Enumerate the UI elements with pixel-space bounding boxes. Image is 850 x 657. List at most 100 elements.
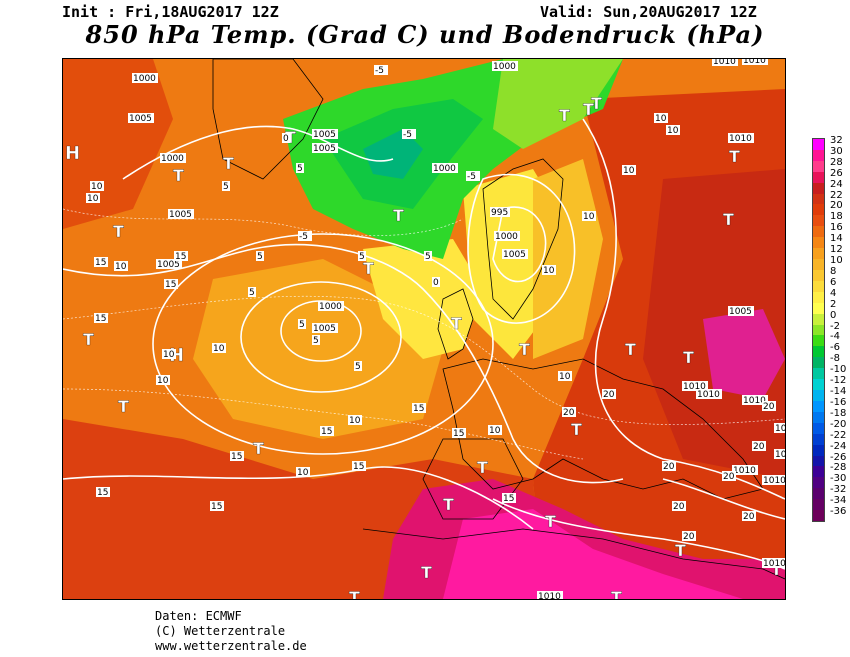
isobar-label: 1000 [493,62,516,72]
isotherm-label: 10 [623,166,635,176]
legend-swatch [813,171,824,184]
isotherm-label-bg [672,501,686,511]
isobar-label-bg [312,129,338,139]
legend-label: -26 [830,451,847,463]
isotherm-label: 15 [503,494,514,504]
isotherm-label-bg [164,279,178,289]
isotherm-label: 10 [349,416,361,426]
isotherm-label-bg [582,211,596,221]
legend-swatch [813,390,824,402]
isotherm-label-bg [752,441,766,451]
legend-swatch [813,193,824,205]
legend-label: 24 [830,178,843,190]
isotherm-label-bg [562,407,576,417]
low-marker: T [349,588,360,599]
isotherm-label-bg [354,361,362,371]
legend-swatch [813,248,824,260]
isotherm-label-bg [114,261,128,271]
isobar-label: 1010 [763,559,785,569]
isobar-north-1005 [122,125,394,180]
isobar-label-bg [762,475,785,485]
isotherm-label: 20 [683,532,695,542]
isobar-label: 1010 [733,466,756,476]
isotherm-label-bg [762,401,776,411]
isobar-label-bg [774,423,785,433]
low-marker: T [683,348,694,367]
isotherm-label-bg [296,163,304,173]
isotherm-label: 15 [353,462,364,472]
isobar-label: 1010 [763,476,785,486]
low-marker: T [223,154,234,173]
isotherm-label-bg [432,277,440,287]
isobar-label-bg [742,59,768,65]
isotherm-label: 20 [723,472,735,482]
low-marker: T [113,222,124,241]
low-marker: T [723,210,734,229]
low-marker: T [118,397,129,416]
isotherm-label: 10 [559,372,571,382]
low-marker: T [253,439,264,458]
legend-swatch [813,182,824,195]
isotherm-label-bg [90,181,104,191]
isobar-1015-south [63,466,534,530]
isotherm-label: -5 [403,130,412,140]
low-marker: T [675,541,686,560]
isotherm-label-bg [662,461,676,471]
legend-swatch [813,259,824,271]
legend-swatch [813,280,824,293]
isobar-labels: 1000100510001005100510051005100010009951… [128,59,785,599]
isobar-label: 1005 [129,114,152,124]
isobar-label: 1005 [313,144,336,154]
isotherm-label-bg [424,251,432,261]
isotherm-label-bg [296,467,310,477]
isobar-label-bg [762,558,785,568]
isobar-label: 1000 [433,164,456,174]
isobar-label-bg [502,249,528,259]
legend-swatch [813,237,824,249]
isotherm-label-bg [542,265,556,275]
isotherm-label: 15 [95,258,106,268]
isotherm-label: 10 [163,350,175,360]
isotherm-label-bg [602,389,616,399]
isotherm-label: 15 [413,404,424,414]
isotherm-label-bg [352,461,366,471]
temperature-color-legend [812,138,825,522]
isobar-label: 1005 [503,250,526,260]
isotherm-label: 5 [299,320,305,330]
isotherm-label: 10 [583,212,595,222]
isotherm-label-bg [162,349,176,359]
british-isles-coast [437,288,474,360]
legend-label: 12 [830,244,843,256]
isobar-label: 1010 [729,134,752,144]
low-marker: T [421,563,432,582]
isobar-africa-1010 [492,498,785,570]
isotherm-label-bg [666,125,680,135]
isotherm-label-bg [452,428,466,438]
isotherm-label-bg [348,415,362,425]
isobar-label: 1005 [169,210,192,220]
legend-label: 6 [830,276,837,288]
legend-label: -18 [830,407,847,419]
legend-swatch [813,226,824,238]
low-marker: T [519,340,530,359]
very-hot-africa-zone [443,509,743,599]
low-marker: T [477,458,488,477]
legend-swatch [813,455,824,467]
legend-label: 18 [830,211,843,223]
africa-coast [362,528,785,580]
legend-label: -22 [830,429,847,441]
legend-swatch [813,368,824,380]
isotherm-label: 10 [115,262,127,272]
init-time-label: Init : Fri,18AUG2017 12Z [62,3,279,21]
isotherm-label: -5 [375,66,384,76]
isobar-label: 1000 [161,154,184,164]
isotherm-label: 5 [425,252,431,262]
isobar-scandinavia-1005 [467,173,576,324]
balkan-hot-zone [703,309,785,399]
isobar-1015 [63,243,624,484]
legend-label: 0 [830,309,837,321]
legend-label: -32 [830,484,847,496]
low-marker: T [443,495,454,514]
isotherm-label: 20 [673,502,685,512]
isobar-label: 1000 [319,302,342,312]
